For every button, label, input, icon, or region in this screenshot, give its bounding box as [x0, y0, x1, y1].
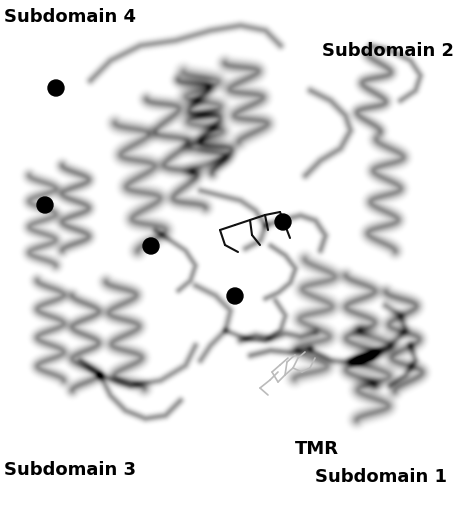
Text: Subdomain 3: Subdomain 3	[4, 461, 136, 479]
Text: TMR: TMR	[295, 440, 339, 458]
Circle shape	[48, 80, 64, 96]
Text: Subdomain 1: Subdomain 1	[315, 468, 447, 486]
Circle shape	[227, 288, 243, 304]
Text: Subdomain 4: Subdomain 4	[4, 8, 136, 26]
Circle shape	[37, 197, 53, 213]
Text: Subdomain 2: Subdomain 2	[322, 42, 454, 60]
Circle shape	[275, 214, 291, 230]
Circle shape	[143, 238, 159, 254]
